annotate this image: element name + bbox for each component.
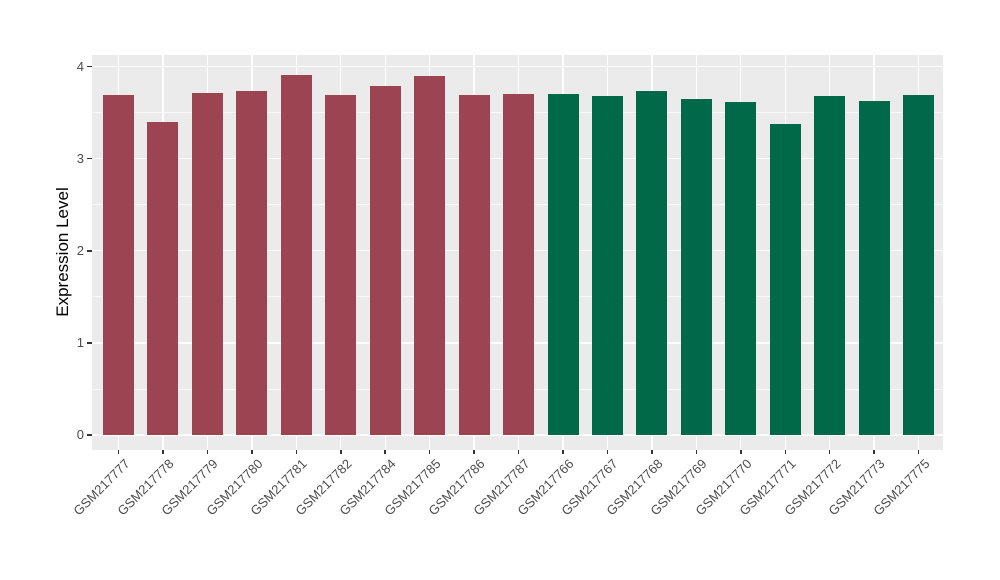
y-tick-label: 2 bbox=[76, 242, 84, 258]
plot-panel bbox=[92, 55, 943, 450]
x-tick-mark bbox=[651, 450, 653, 454]
x-tick-mark bbox=[117, 450, 120, 454]
bar-gsm217782 bbox=[325, 95, 357, 435]
bar-gsm217772 bbox=[814, 96, 846, 435]
x-tick-mark bbox=[206, 450, 209, 454]
y-tick-mark bbox=[87, 342, 92, 344]
y-tick-mark bbox=[87, 434, 92, 436]
x-tick-mark bbox=[562, 450, 564, 454]
y-tick-label: 4 bbox=[76, 58, 84, 74]
bar-gsm217780 bbox=[236, 90, 268, 435]
x-tick-mark bbox=[295, 450, 298, 454]
x-tick-label-gsm217775: GSM217775 bbox=[869, 456, 933, 519]
bar-gsm217777 bbox=[103, 95, 134, 435]
bar-gsm217770 bbox=[725, 101, 757, 435]
x-tick-mark bbox=[695, 450, 698, 454]
x-tick-mark bbox=[384, 450, 386, 454]
y-tick-label: 3 bbox=[76, 150, 84, 166]
x-tick-mark bbox=[251, 450, 253, 454]
gridline-major bbox=[92, 434, 943, 436]
bar-gsm217778 bbox=[147, 121, 179, 435]
x-tick-mark bbox=[606, 450, 609, 454]
y-tick-mark bbox=[87, 157, 92, 160]
x-tick-mark bbox=[873, 450, 875, 454]
x-tick-mark bbox=[828, 450, 831, 454]
x-tick-mark bbox=[340, 450, 342, 454]
y-tick-label: 1 bbox=[76, 334, 84, 350]
bar-gsm217779 bbox=[191, 93, 223, 435]
x-tick-mark bbox=[740, 450, 742, 454]
y-tick-mark bbox=[87, 250, 92, 252]
bar-gsm217767 bbox=[591, 96, 623, 435]
bar-gsm217771 bbox=[769, 123, 801, 435]
bar-gsm217781 bbox=[280, 74, 312, 435]
bar-gsm217775 bbox=[903, 95, 935, 435]
x-tick-mark bbox=[473, 450, 475, 454]
x-tick-mark bbox=[784, 450, 786, 454]
y-tick-label: 0 bbox=[76, 427, 84, 442]
bar-gsm217787 bbox=[503, 94, 535, 435]
gridline-major bbox=[92, 65, 943, 68]
bar-gsm217769 bbox=[680, 98, 712, 435]
bar-gsm217785 bbox=[414, 75, 446, 435]
bar-gsm217773 bbox=[858, 100, 890, 435]
bar-gsm217766 bbox=[547, 94, 579, 435]
y-tick-mark bbox=[87, 65, 92, 68]
x-tick-mark bbox=[428, 450, 431, 454]
x-tick-mark bbox=[162, 450, 164, 454]
x-tick-mark bbox=[517, 450, 520, 454]
bar-gsm217786 bbox=[458, 95, 490, 435]
x-tick-mark bbox=[917, 450, 920, 454]
bar-gsm217784 bbox=[369, 85, 401, 435]
bar-gsm217768 bbox=[636, 90, 668, 435]
